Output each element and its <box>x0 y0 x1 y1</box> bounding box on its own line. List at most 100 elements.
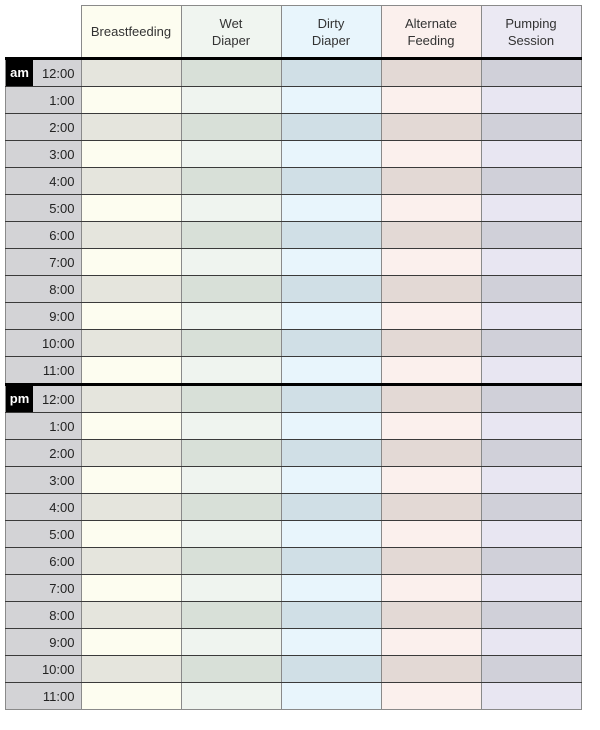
log-entry-cell[interactable] <box>280 466 382 494</box>
log-entry-cell[interactable] <box>80 628 182 656</box>
log-entry-cell[interactable] <box>380 439 482 467</box>
log-entry-cell[interactable] <box>280 221 382 249</box>
log-entry-cell[interactable] <box>280 412 382 440</box>
log-entry-cell[interactable] <box>380 493 482 521</box>
log-entry-cell[interactable] <box>80 275 182 303</box>
log-entry-cell[interactable] <box>380 329 482 357</box>
log-entry-cell[interactable] <box>380 140 482 168</box>
log-entry-cell[interactable] <box>180 574 282 602</box>
log-entry-cell[interactable] <box>80 113 182 141</box>
log-entry-cell[interactable] <box>180 140 282 168</box>
log-entry-cell[interactable] <box>280 628 382 656</box>
log-entry-cell[interactable] <box>80 601 182 629</box>
log-entry-cell[interactable] <box>480 493 582 521</box>
log-entry-cell[interactable] <box>180 682 282 710</box>
log-entry-cell[interactable] <box>380 248 482 276</box>
log-entry-cell[interactable] <box>80 574 182 602</box>
log-entry-cell[interactable] <box>180 601 282 629</box>
log-entry-cell[interactable] <box>480 329 582 357</box>
log-entry-cell[interactable] <box>380 356 482 385</box>
log-entry-cell[interactable] <box>280 167 382 195</box>
log-entry-cell[interactable] <box>80 221 182 249</box>
log-entry-cell[interactable] <box>480 356 582 385</box>
log-entry-cell[interactable] <box>480 520 582 548</box>
log-entry-cell[interactable] <box>80 520 182 548</box>
log-entry-cell[interactable] <box>380 86 482 114</box>
log-entry-cell[interactable] <box>380 655 482 683</box>
log-entry-cell[interactable] <box>380 221 482 249</box>
log-entry-cell[interactable] <box>280 601 382 629</box>
log-entry-cell[interactable] <box>80 655 182 683</box>
log-entry-cell[interactable] <box>80 248 182 276</box>
log-entry-cell[interactable] <box>280 194 382 222</box>
log-entry-cell[interactable] <box>180 167 282 195</box>
log-entry-cell[interactable] <box>380 628 482 656</box>
log-entry-cell[interactable] <box>80 86 182 114</box>
log-entry-cell[interactable] <box>180 493 282 521</box>
log-entry-cell[interactable] <box>180 547 282 575</box>
log-entry-cell[interactable] <box>480 466 582 494</box>
log-entry-cell[interactable] <box>280 439 382 467</box>
log-entry-cell[interactable] <box>180 221 282 249</box>
log-entry-cell[interactable] <box>380 547 482 575</box>
log-entry-cell[interactable] <box>480 113 582 141</box>
log-entry-cell[interactable] <box>180 113 282 141</box>
log-entry-cell[interactable] <box>380 383 482 413</box>
log-entry-cell[interactable] <box>480 57 582 87</box>
log-entry-cell[interactable] <box>180 520 282 548</box>
log-entry-cell[interactable] <box>480 601 582 629</box>
log-entry-cell[interactable] <box>480 302 582 330</box>
log-entry-cell[interactable] <box>380 520 482 548</box>
log-entry-cell[interactable] <box>80 439 182 467</box>
log-entry-cell[interactable] <box>480 682 582 710</box>
log-entry-cell[interactable] <box>180 466 282 494</box>
log-entry-cell[interactable] <box>480 194 582 222</box>
log-entry-cell[interactable] <box>480 86 582 114</box>
log-entry-cell[interactable] <box>80 194 182 222</box>
log-entry-cell[interactable] <box>480 628 582 656</box>
log-entry-cell[interactable] <box>380 57 482 87</box>
log-entry-cell[interactable] <box>280 574 382 602</box>
log-entry-cell[interactable] <box>280 57 382 87</box>
log-entry-cell[interactable] <box>480 574 582 602</box>
log-entry-cell[interactable] <box>180 57 282 87</box>
log-entry-cell[interactable] <box>280 248 382 276</box>
log-entry-cell[interactable] <box>380 194 482 222</box>
log-entry-cell[interactable] <box>380 466 482 494</box>
log-entry-cell[interactable] <box>280 275 382 303</box>
log-entry-cell[interactable] <box>180 248 282 276</box>
log-entry-cell[interactable] <box>480 412 582 440</box>
log-entry-cell[interactable] <box>180 655 282 683</box>
log-entry-cell[interactable] <box>80 383 182 413</box>
log-entry-cell[interactable] <box>280 547 382 575</box>
log-entry-cell[interactable] <box>180 194 282 222</box>
log-entry-cell[interactable] <box>380 302 482 330</box>
log-entry-cell[interactable] <box>180 86 282 114</box>
log-entry-cell[interactable] <box>180 275 282 303</box>
log-entry-cell[interactable] <box>480 655 582 683</box>
log-entry-cell[interactable] <box>180 412 282 440</box>
log-entry-cell[interactable] <box>380 682 482 710</box>
log-entry-cell[interactable] <box>280 682 382 710</box>
log-entry-cell[interactable] <box>280 356 382 385</box>
log-entry-cell[interactable] <box>80 356 182 385</box>
log-entry-cell[interactable] <box>280 329 382 357</box>
log-entry-cell[interactable] <box>380 275 482 303</box>
log-entry-cell[interactable] <box>180 628 282 656</box>
log-entry-cell[interactable] <box>380 113 482 141</box>
log-entry-cell[interactable] <box>380 167 482 195</box>
log-entry-cell[interactable] <box>180 356 282 385</box>
log-entry-cell[interactable] <box>80 57 182 87</box>
log-entry-cell[interactable] <box>280 113 382 141</box>
log-entry-cell[interactable] <box>80 140 182 168</box>
log-entry-cell[interactable] <box>280 86 382 114</box>
log-entry-cell[interactable] <box>280 493 382 521</box>
log-entry-cell[interactable] <box>480 547 582 575</box>
log-entry-cell[interactable] <box>480 140 582 168</box>
log-entry-cell[interactable] <box>80 167 182 195</box>
log-entry-cell[interactable] <box>180 439 282 467</box>
log-entry-cell[interactable] <box>280 140 382 168</box>
log-entry-cell[interactable] <box>280 520 382 548</box>
log-entry-cell[interactable] <box>380 412 482 440</box>
log-entry-cell[interactable] <box>80 682 182 710</box>
